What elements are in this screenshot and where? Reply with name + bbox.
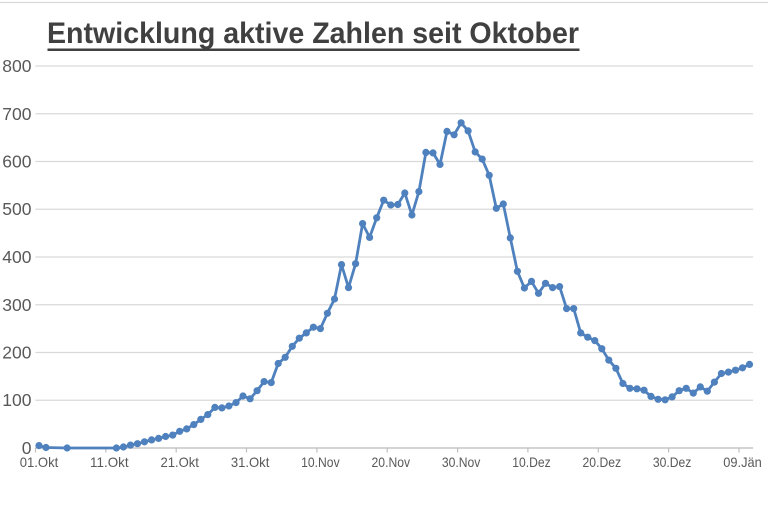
- svg-text:09.Jän: 09.Jän: [723, 454, 762, 470]
- svg-text:30.Dez: 30.Dez: [653, 454, 692, 470]
- svg-text:0: 0: [22, 438, 32, 458]
- svg-text:01.Okt: 01.Okt: [20, 454, 59, 470]
- svg-text:11.Okt: 11.Okt: [90, 454, 129, 470]
- svg-text:700: 700: [2, 104, 31, 124]
- svg-text:500: 500: [2, 199, 31, 219]
- svg-text:600: 600: [2, 152, 31, 172]
- svg-text:800: 800: [2, 56, 31, 76]
- svg-text:400: 400: [2, 247, 31, 267]
- svg-text:10.Dez: 10.Dez: [512, 454, 551, 470]
- svg-text:300: 300: [2, 295, 31, 315]
- svg-text:21.Okt: 21.Okt: [160, 454, 199, 470]
- svg-text:10.Nov: 10.Nov: [301, 454, 340, 470]
- svg-text:100: 100: [2, 390, 31, 410]
- svg-text:Entwicklung aktive Zahlen seit: Entwicklung aktive Zahlen seit Oktober: [47, 17, 579, 50]
- svg-text:20.Nov: 20.Nov: [372, 454, 411, 470]
- svg-text:200: 200: [2, 343, 31, 363]
- svg-text:30.Nov: 30.Nov: [442, 454, 481, 470]
- svg-text:31.Okt: 31.Okt: [231, 454, 270, 470]
- svg-text:20.Dez: 20.Dez: [583, 454, 622, 470]
